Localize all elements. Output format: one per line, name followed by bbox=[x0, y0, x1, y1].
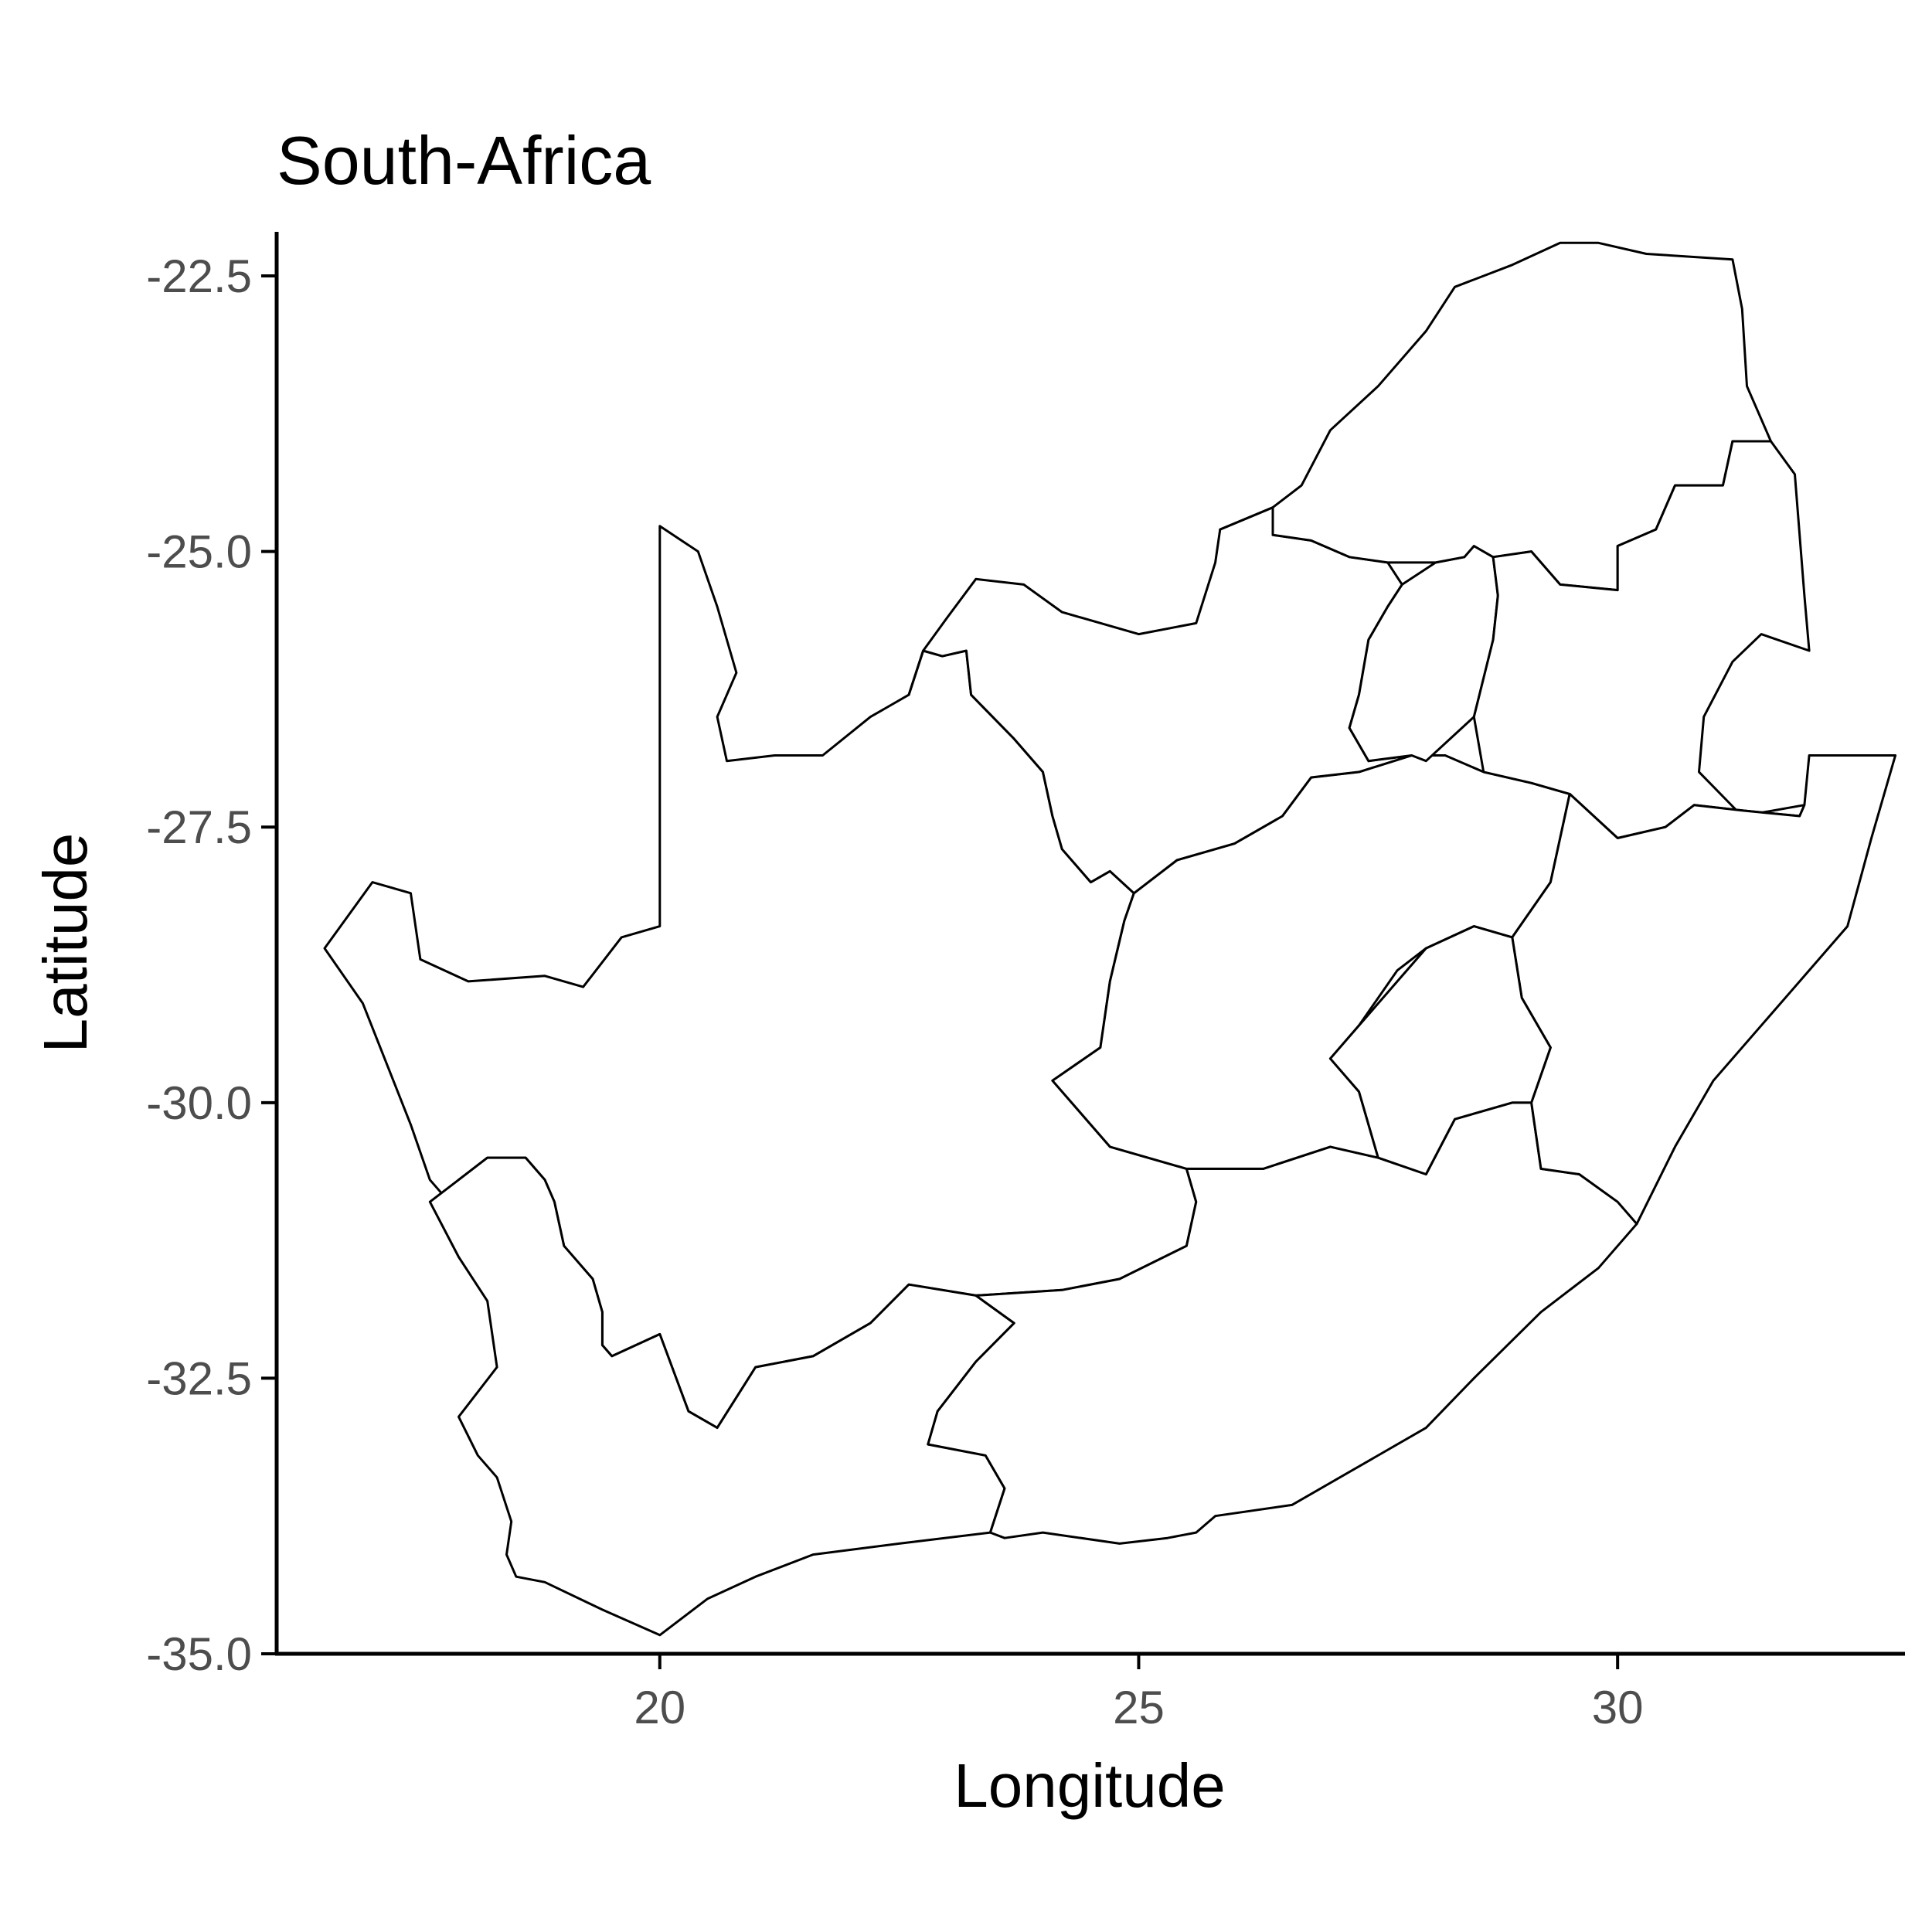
y-axis-title: Latitude bbox=[31, 833, 100, 1053]
x-axis-title: Longitude bbox=[954, 1751, 1225, 1820]
region-boundaries bbox=[323, 241, 1897, 1637]
y-tick-label: -27.5 bbox=[146, 801, 252, 853]
y-axis-ticks: -22.5 -25.0 -27.5 -30.0 -32.5 -35.0 bbox=[146, 250, 277, 1680]
region-lesotho bbox=[1328, 925, 1552, 1175]
y-tick-label: -30.0 bbox=[146, 1077, 252, 1129]
region-mpumalanga bbox=[1472, 440, 1811, 839]
y-tick-label: -25.0 bbox=[146, 526, 252, 578]
x-tick-label: 25 bbox=[1113, 1682, 1165, 1733]
chart-title: South-Africa bbox=[277, 122, 651, 199]
x-tick-label: 20 bbox=[634, 1682, 685, 1733]
y-tick-label: -35.0 bbox=[146, 1628, 252, 1680]
x-axis-ticks: 20 25 30 bbox=[634, 1654, 1644, 1733]
region-kwazulu-natal bbox=[1511, 754, 1897, 1226]
x-tick-label: 30 bbox=[1592, 1682, 1644, 1733]
y-tick-label: -32.5 bbox=[146, 1352, 252, 1404]
y-tick-label: -22.5 bbox=[146, 250, 252, 302]
